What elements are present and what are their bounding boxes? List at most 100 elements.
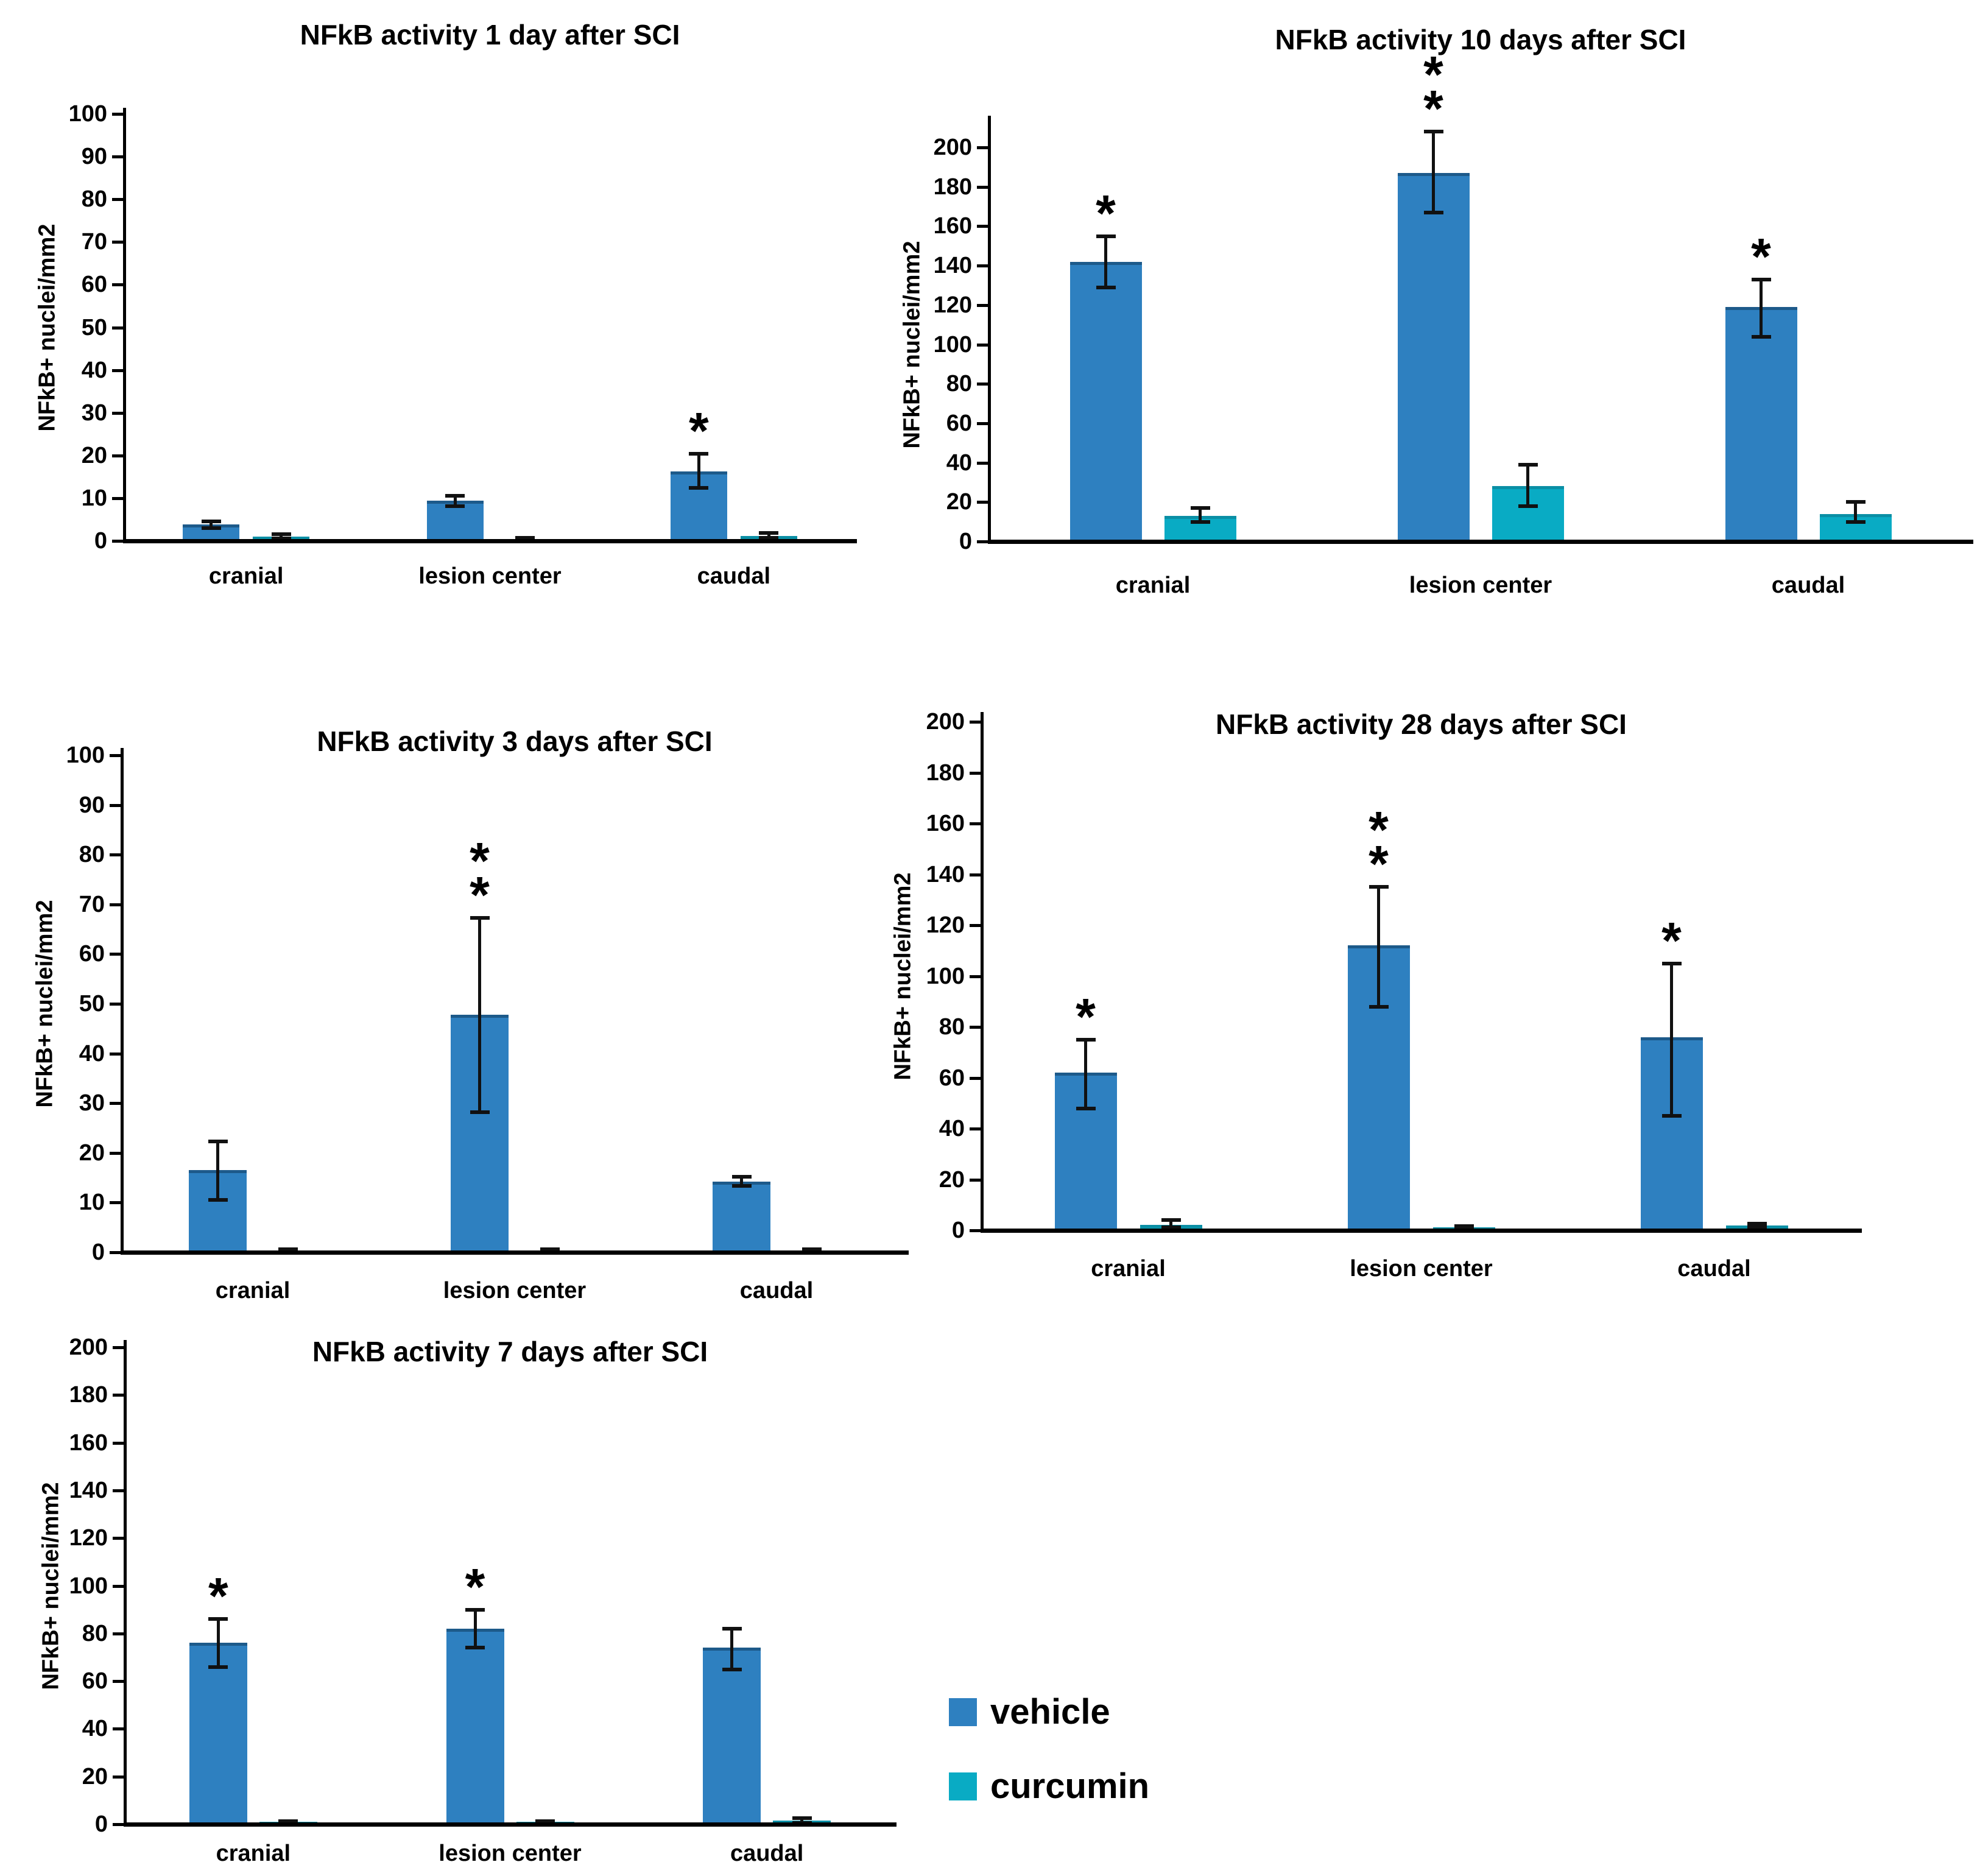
error-bar [740,1176,743,1187]
y-tick-label: 120 [926,912,965,938]
error-bar [1526,464,1529,506]
y-tick-label: 40 [81,357,107,383]
y-tick-mark [113,1823,125,1826]
y-tick-label: 0 [959,529,972,554]
y-tick-label: 160 [69,1430,108,1456]
error-bar-cap [278,1247,298,1252]
chart-title: NFkB activity 7 days after SCI [312,1336,708,1367]
y-tick-label: 120 [69,1525,108,1551]
error-bar-cap [722,1667,742,1671]
x-axis-line [981,1229,1862,1233]
category-label: lesion center [443,1278,587,1303]
y-tick-mark [970,1178,982,1182]
y-axis-line [121,748,124,1252]
error-bar-cap [1369,885,1389,889]
error-bar-cap [1423,130,1443,134]
y-tick-label: 80 [82,1620,108,1646]
error-bar [1104,236,1107,287]
error-bar-cap [208,1617,228,1621]
y-tick-label: 20 [81,442,107,468]
category-label: caudal [730,1841,804,1866]
bar-vehicle-caudal [703,1648,761,1824]
chart-title: NFkB activity 1 day after SCI [300,19,680,51]
y-tick-label: 180 [69,1382,108,1408]
y-tick-label: 100 [926,963,965,989]
error-bar [1432,132,1435,213]
error-bar-cap [1747,1224,1767,1229]
y-axis-line [981,712,984,1230]
error-bar-cap [1518,504,1538,508]
error-bar [730,1628,734,1670]
category-label: caudal [739,1278,814,1303]
y-tick-label: 60 [81,272,107,298]
y-tick-mark [970,822,982,825]
y-tick-label: 80 [81,186,107,213]
y-tick-mark [112,496,124,500]
y-tick-label: 40 [939,1116,965,1141]
y-tick-mark [110,1052,122,1056]
error-bar-cap [731,1184,752,1188]
category-label: cranial [215,1278,291,1303]
y-tick-label: 80 [79,842,105,868]
y-tick-label: 10 [79,1190,105,1216]
error-bar [1199,508,1202,522]
error-bar [210,521,213,528]
y-tick-mark [110,1003,122,1006]
error-bar [478,917,481,1112]
y-tick-label: 50 [79,991,105,1017]
y-tick-mark [977,343,989,347]
y-tick-mark [110,1251,122,1254]
y-tick-label: 60 [82,1668,108,1694]
y-axis-line [123,108,126,541]
error-bar-cap [201,519,221,523]
y-axis-line [124,1340,127,1824]
y-tick-label: 20 [946,489,972,515]
x-axis-line [121,1250,909,1255]
error-bar-cap [271,532,291,537]
y-tick-mark [110,903,122,906]
y-tick-mark [112,368,124,372]
error-bar-cap [1369,1004,1389,1009]
y-tick-mark [977,146,989,149]
y-axis-line [988,116,991,541]
error-bar-cap [1661,1114,1682,1118]
y-tick-mark [113,1394,125,1397]
error-bar-cap [208,1665,228,1669]
y-tick-label: 90 [79,792,105,818]
y-tick-label: 200 [69,1335,108,1360]
y-tick-mark [112,241,124,244]
error-bar-cap [802,1247,822,1252]
error-bar [1084,1039,1087,1109]
error-bar [216,1619,220,1667]
category-label: lesion center [1350,1256,1493,1282]
y-tick-label: 180 [933,174,972,200]
y-tick-label: 100 [68,101,107,127]
y-tick-mark [977,303,989,307]
y-tick-mark [110,853,122,857]
legend-label-vehicle: vehicle [990,1692,1110,1732]
error-bar-cap [1454,1225,1474,1230]
error-bar-cap [722,1626,742,1631]
y-tick-label: 100 [66,742,105,768]
error-bar-cap [1096,285,1116,289]
y-tick-mark [110,953,122,956]
y-tick-mark [112,454,124,457]
y-tick-mark [113,1489,125,1492]
error-bar-cap [731,1174,752,1179]
curcumin-swatch-icon [949,1772,977,1800]
y-tick-label: 60 [946,410,972,436]
y-tick-mark [970,771,982,775]
error-bar [697,453,700,488]
error-bar-cap [1661,961,1682,965]
y-tick-label: 160 [933,213,972,239]
y-tick-mark [113,1346,125,1349]
error-bar [767,533,770,538]
y-tick-mark [977,225,989,228]
error-bar-cap [465,1607,485,1612]
error-bar-cap [1751,277,1771,281]
x-axis-line [988,540,1973,544]
y-tick-mark [977,461,989,465]
y-tick-label: 0 [951,1218,965,1243]
